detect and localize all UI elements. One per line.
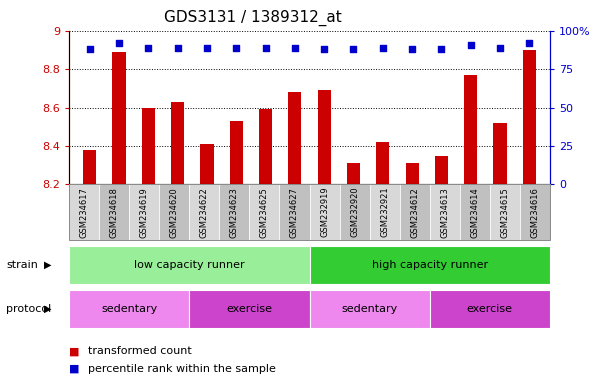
Bar — [259, 109, 272, 184]
Text: exercise: exercise — [227, 304, 272, 314]
Text: sedentary: sedentary — [341, 304, 398, 314]
Text: percentile rank within the sample: percentile rank within the sample — [88, 364, 276, 374]
Point — [495, 45, 505, 51]
Bar — [83, 150, 96, 184]
Text: exercise: exercise — [467, 304, 513, 314]
Point — [349, 46, 358, 52]
Point — [525, 40, 534, 46]
Bar — [406, 163, 419, 184]
Point — [231, 45, 241, 51]
Bar — [112, 52, 126, 184]
Text: GSM234613: GSM234613 — [441, 187, 449, 238]
Point — [144, 45, 153, 51]
Bar — [464, 75, 477, 184]
Point — [85, 46, 94, 52]
Text: GSM234612: GSM234612 — [410, 187, 419, 238]
Text: GSM234623: GSM234623 — [230, 187, 239, 238]
Bar — [288, 92, 302, 184]
Point — [261, 45, 270, 51]
Text: GSM232921: GSM232921 — [380, 187, 389, 237]
Point — [437, 46, 447, 52]
Text: transformed count: transformed count — [88, 346, 192, 356]
Point — [290, 45, 300, 51]
Text: ▶: ▶ — [44, 260, 51, 270]
Bar — [347, 163, 360, 184]
Point — [114, 40, 124, 46]
Text: GSM234614: GSM234614 — [471, 187, 479, 238]
Text: GSM232920: GSM232920 — [350, 187, 359, 237]
Bar — [317, 90, 331, 184]
Bar — [171, 102, 184, 184]
Point — [202, 45, 212, 51]
Text: GSM234618: GSM234618 — [110, 187, 118, 238]
Bar — [200, 144, 213, 184]
Text: GSM234617: GSM234617 — [80, 187, 88, 238]
Bar — [376, 142, 389, 184]
Point — [172, 45, 182, 51]
Bar — [142, 108, 155, 184]
Bar — [435, 156, 448, 184]
Text: sedentary: sedentary — [101, 304, 157, 314]
Text: protocol: protocol — [6, 304, 51, 314]
Text: GSM234625: GSM234625 — [260, 187, 269, 238]
Text: GSM234616: GSM234616 — [531, 187, 539, 238]
Text: high capacity runner: high capacity runner — [371, 260, 488, 270]
Text: GSM232919: GSM232919 — [320, 187, 329, 237]
Text: low capacity runner: low capacity runner — [134, 260, 245, 270]
Bar — [230, 121, 243, 184]
Text: GSM234627: GSM234627 — [290, 187, 299, 238]
Point — [407, 46, 417, 52]
Point — [319, 46, 329, 52]
Text: strain: strain — [6, 260, 38, 270]
Text: GSM234622: GSM234622 — [200, 187, 209, 238]
Bar — [523, 50, 536, 184]
Text: ■: ■ — [69, 364, 79, 374]
Text: GSM234620: GSM234620 — [170, 187, 178, 238]
Text: GSM234619: GSM234619 — [140, 187, 148, 238]
Text: ■: ■ — [69, 346, 79, 356]
Text: ▶: ▶ — [44, 304, 51, 314]
Point — [378, 45, 388, 51]
Point — [466, 41, 475, 48]
Bar — [493, 123, 507, 184]
Text: GSM234615: GSM234615 — [501, 187, 509, 238]
Text: GDS3131 / 1389312_at: GDS3131 / 1389312_at — [163, 10, 341, 26]
